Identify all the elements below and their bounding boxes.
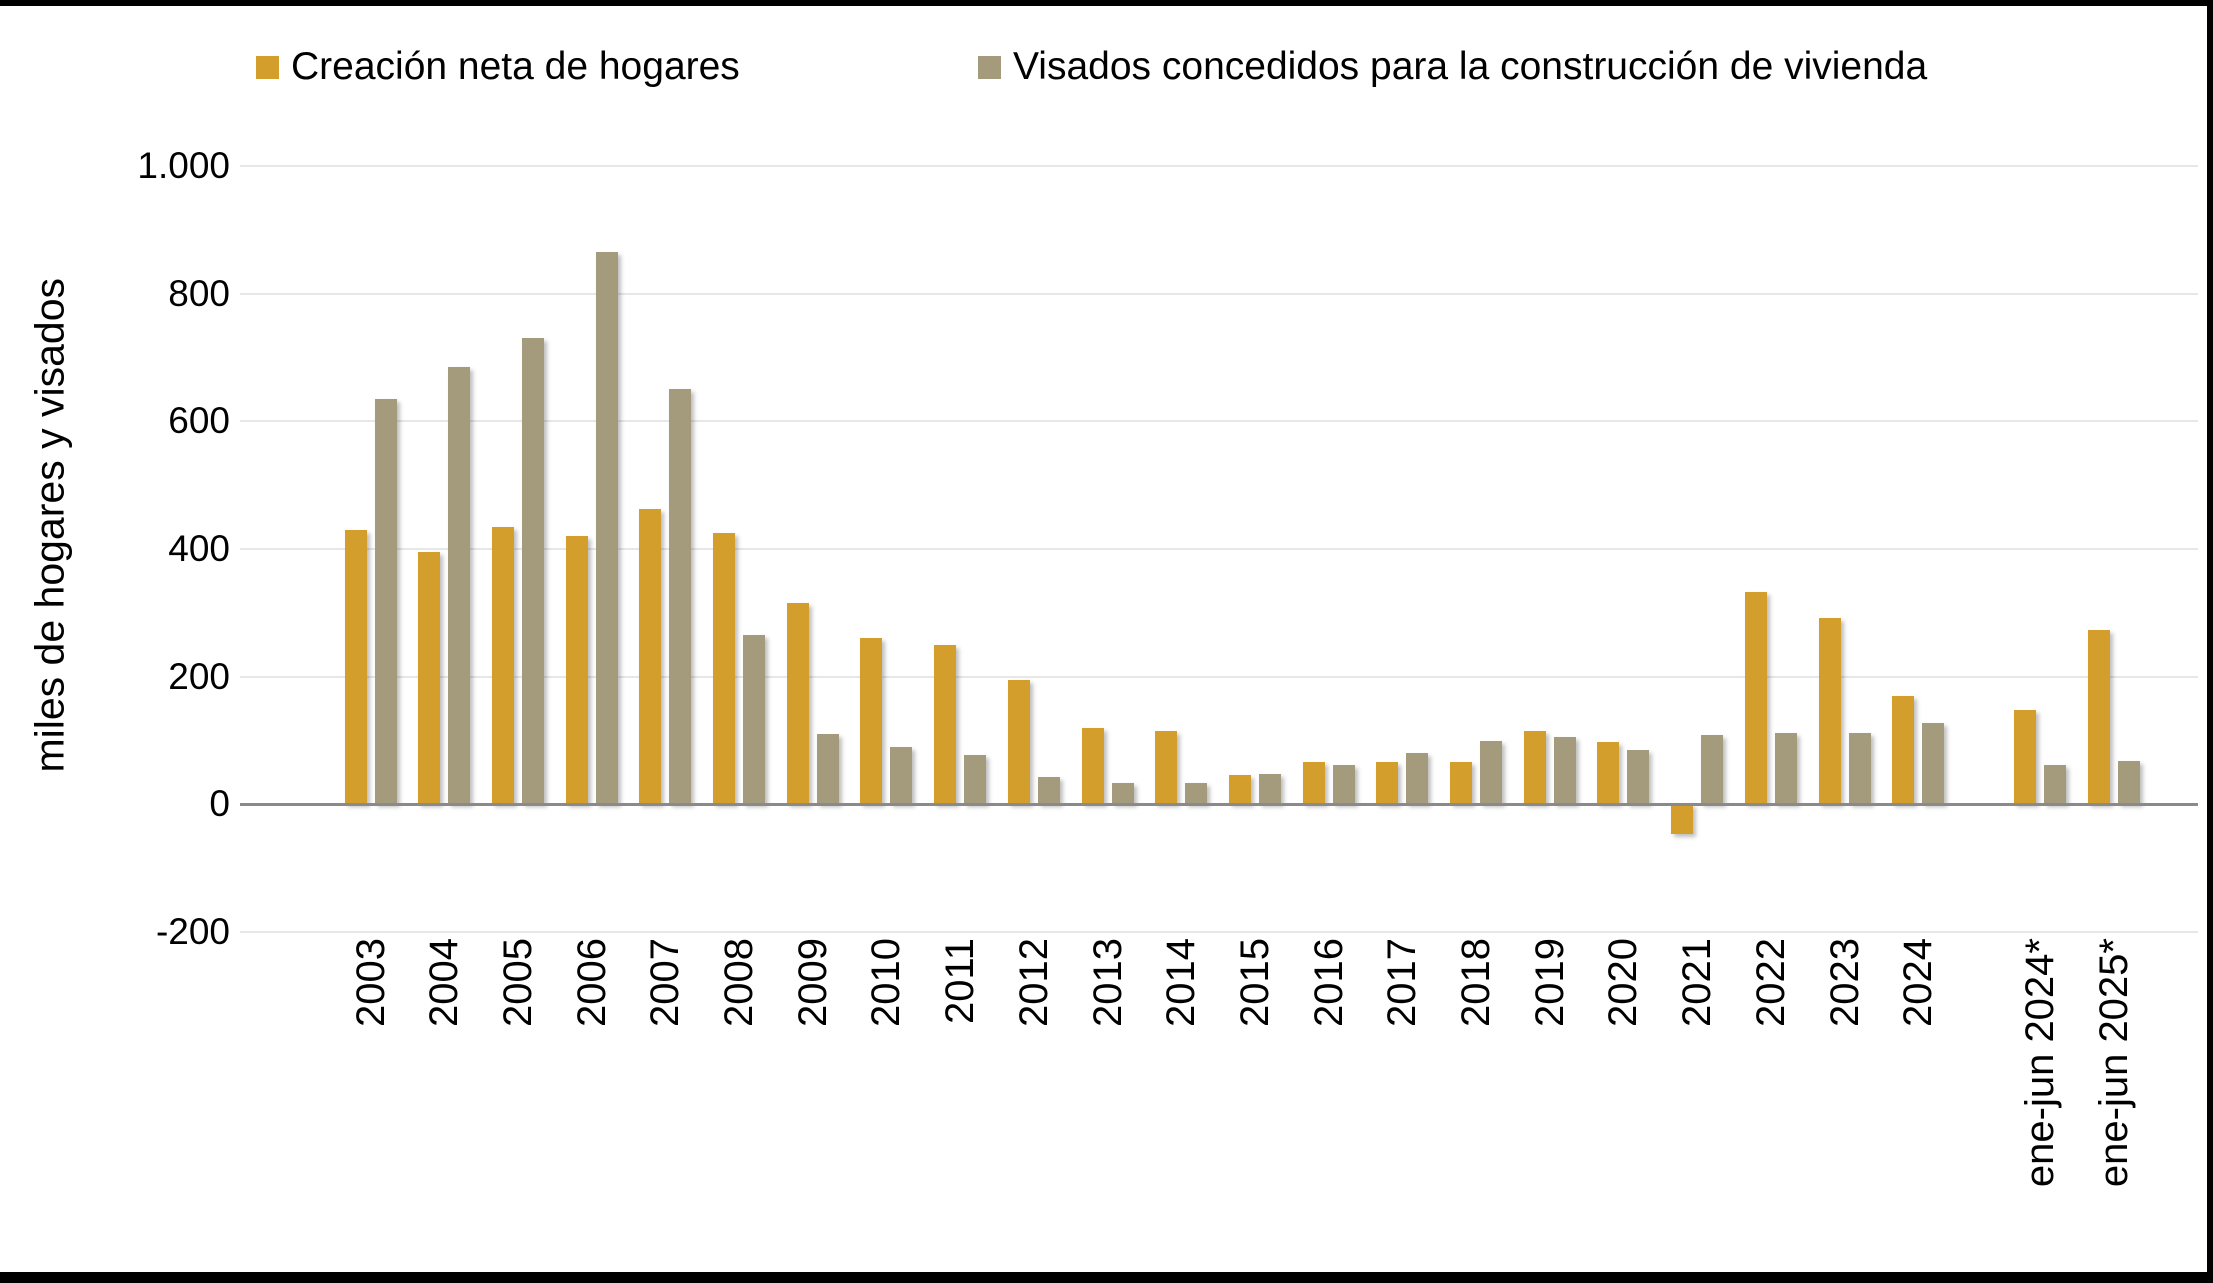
bar-hogares-2024 — [1892, 696, 1915, 805]
bar-visados-2024 — [1922, 722, 1945, 805]
bar-hogares-ene-jun-2025 — [2088, 630, 2110, 805]
frame-border-bottom — [0, 1272, 2213, 1283]
x-label-2014: 2014 — [1159, 938, 1204, 1027]
bar-visados-2017 — [1406, 753, 1429, 805]
gridline-600 — [240, 420, 2198, 423]
gridline-800 — [240, 292, 2198, 295]
x-label-2024: 2024 — [1896, 938, 1941, 1027]
bar-hogares-2023 — [1818, 617, 1841, 805]
x-label-2010: 2010 — [864, 938, 909, 1027]
bar-visados-2015 — [1258, 773, 1281, 805]
bar-hogares-2014 — [1155, 730, 1178, 805]
x-label-2012: 2012 — [1011, 938, 1056, 1027]
x-label-2003: 2003 — [348, 938, 393, 1027]
bar-hogares-2006 — [565, 536, 588, 805]
bar-hogares-2013 — [1081, 727, 1104, 805]
y-tick-label-200: 200 — [168, 655, 230, 697]
x-label-2004: 2004 — [422, 938, 467, 1027]
legend-item-visados: Visados concedidos para la construcción … — [978, 44, 1927, 90]
bar-visados-2020 — [1627, 750, 1650, 805]
gridline-400 — [240, 548, 2198, 550]
legend-label-hogares: Creación neta de hogares — [291, 45, 740, 88]
bar-hogares-2020 — [1597, 742, 1620, 805]
bar-visados-2008 — [743, 635, 765, 805]
bar-hogares-2003 — [344, 529, 367, 805]
bar-hogares-2008 — [713, 533, 735, 805]
bar-visados-2018 — [1480, 740, 1502, 805]
y-tick-label-0: 0 — [209, 783, 230, 825]
bar-visados-2003 — [374, 398, 397, 805]
bar-hogares-2011 — [934, 644, 957, 805]
bar-visados-2019 — [1553, 736, 1576, 805]
legend-swatch-hogares — [256, 55, 279, 79]
bar-visados-2006 — [595, 252, 618, 805]
bar-visados-ene-jun-2025 — [2118, 760, 2140, 805]
bar-hogares-2009 — [786, 603, 809, 805]
bar-hogares-2015 — [1228, 774, 1251, 805]
bar-hogares-2004 — [418, 552, 441, 805]
bar-visados-2010 — [890, 746, 913, 805]
bar-visados-2009 — [816, 734, 839, 805]
x-label-2021: 2021 — [1675, 938, 1720, 1027]
x-label-ene-jun-2025: ene-jun 2025* — [2092, 938, 2136, 1188]
bar-visados-ene-jun-2024 — [2044, 764, 2066, 805]
y-tick-label-400: 400 — [168, 528, 230, 569]
bar-visados-2007 — [669, 389, 692, 805]
x-label-2011: 2011 — [938, 938, 983, 1025]
x-label-2006: 2006 — [569, 938, 614, 1027]
bar-hogares-2018 — [1450, 761, 1472, 805]
bar-visados-2012 — [1037, 776, 1060, 805]
y-tick-label-1000: 1.000 — [137, 145, 230, 186]
bar-visados-2004 — [448, 367, 471, 805]
bar-hogares-2007 — [639, 509, 662, 805]
x-label-2008: 2008 — [717, 938, 761, 1027]
legend-swatch-visados — [978, 55, 1001, 79]
gridline--200 — [240, 931, 2198, 933]
bar-visados-2013 — [1111, 782, 1134, 805]
frame-border-right — [2207, 0, 2213, 1283]
x-axis-zero-line — [240, 802, 2198, 806]
bar-visados-2023 — [1848, 732, 1871, 805]
y-tick-label--200: -200 — [155, 911, 230, 952]
x-label-ene-jun-2024: ene-jun 2024* — [2018, 938, 2062, 1188]
legend-label-visados: Visados concedidos para la construcción … — [1013, 45, 1928, 88]
x-label-2015: 2015 — [1232, 938, 1277, 1027]
frame-border-top — [0, 0, 2213, 6]
x-label-2016: 2016 — [1306, 938, 1351, 1027]
bar-hogares-2012 — [1007, 679, 1030, 805]
bar-hogares-ene-jun-2024 — [2014, 710, 2036, 805]
x-label-2023: 2023 — [1822, 938, 1867, 1027]
x-label-2022: 2022 — [1748, 938, 1793, 1027]
gridline-200 — [240, 675, 2198, 678]
bar-visados-2016 — [1332, 764, 1355, 805]
bar-visados-2022 — [1774, 732, 1797, 805]
bar-visados-2021 — [1701, 735, 1724, 805]
bar-visados-2014 — [1185, 783, 1208, 805]
y-axis-title: miles de hogares y visados — [27, 278, 73, 773]
bar-hogares-2016 — [1302, 761, 1325, 805]
x-label-2007: 2007 — [643, 938, 688, 1027]
x-label-2013: 2013 — [1085, 938, 1130, 1027]
y-tick-label-600: 600 — [168, 400, 230, 442]
legend-item-hogares: Creación neta de hogares — [256, 44, 740, 90]
bar-hogares-2005 — [491, 526, 514, 805]
bar-hogares-2010 — [860, 638, 883, 805]
x-label-2009: 2009 — [790, 938, 835, 1027]
x-label-2018: 2018 — [1454, 938, 1498, 1027]
gridline-1000 — [240, 165, 2198, 167]
x-label-2017: 2017 — [1380, 938, 1425, 1027]
x-label-2020: 2020 — [1601, 938, 1646, 1027]
bar-visados-2011 — [964, 755, 987, 805]
x-label-2005: 2005 — [495, 938, 540, 1027]
bar-visados-2005 — [521, 338, 544, 805]
x-label-2019: 2019 — [1527, 938, 1572, 1027]
bar-hogares-2019 — [1523, 730, 1546, 805]
y-tick-label-800: 800 — [168, 272, 230, 314]
bar-hogares-2021 — [1671, 804, 1694, 835]
bar-hogares-2022 — [1744, 591, 1767, 805]
bar-hogares-2017 — [1376, 761, 1399, 805]
